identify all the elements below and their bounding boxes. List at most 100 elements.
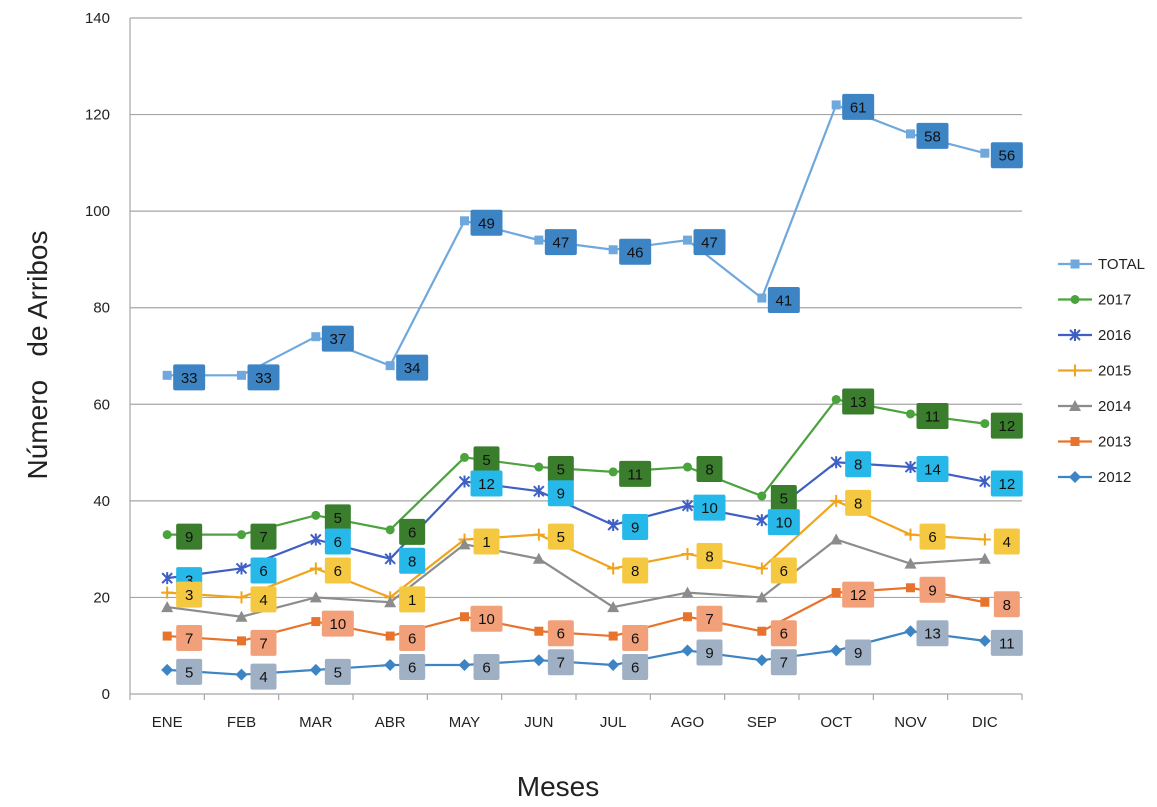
data-point	[161, 586, 174, 599]
data-label: 6	[324, 528, 351, 555]
data-label-box	[547, 649, 574, 676]
data-label-box	[547, 523, 574, 550]
data-label-box	[473, 528, 500, 555]
data-point	[458, 659, 471, 672]
legend-label: TOTAL	[1098, 256, 1145, 273]
data-label-text: 6	[780, 563, 788, 580]
y-tick-label: 40	[93, 493, 110, 510]
data-label: 33	[173, 364, 206, 391]
y-tick-label: 60	[93, 396, 110, 413]
data-label: 7	[176, 625, 203, 652]
data-label-box	[990, 629, 1023, 656]
data-label: 6	[324, 557, 351, 584]
data-label: 7	[770, 649, 797, 676]
data-point	[681, 644, 694, 657]
data-point	[980, 148, 990, 158]
data-label-text: 10	[701, 500, 718, 517]
data-label-box	[770, 485, 797, 512]
data-label-box	[842, 93, 875, 120]
y-tick-label: 140	[85, 10, 110, 27]
data-label: 8	[696, 456, 723, 483]
y-axis-title: Número de Arribos	[22, 231, 53, 480]
data-label-text: 33	[181, 370, 198, 387]
legend-marker	[1069, 329, 1081, 341]
data-label-box	[845, 451, 872, 478]
data-label: 6	[250, 557, 277, 584]
x-tick-label: NOV	[894, 714, 927, 731]
data-label-box	[324, 658, 351, 685]
data-point	[460, 612, 469, 622]
data-label-text: 33	[255, 370, 272, 387]
data-label-box	[993, 528, 1020, 555]
data-label: 12	[990, 412, 1023, 439]
data-label-box	[990, 142, 1023, 169]
legend-marker	[1070, 437, 1080, 446]
data-point	[534, 626, 544, 636]
data-label-text: 6	[928, 529, 936, 546]
data-label-box	[693, 229, 726, 256]
data-label-text: 47	[552, 235, 569, 252]
legend-label: 2017	[1098, 292, 1131, 309]
data-label-box	[473, 654, 500, 681]
data-label: 41	[767, 287, 800, 314]
legend-label: 2016	[1098, 327, 1131, 344]
data-label-text: 7	[705, 611, 713, 628]
legend-marker	[1069, 471, 1081, 483]
data-label: 7	[250, 523, 277, 550]
data-point	[830, 644, 843, 657]
data-label: 12	[842, 581, 875, 608]
axes: 0 20 40 60 80 100 120 140 ENE FEB MAR ABR MAY JUN JUL A…	[85, 10, 1023, 731]
data-label-text: 7	[259, 635, 267, 652]
data-label-box	[470, 470, 503, 497]
data-label-box	[919, 576, 946, 603]
data-point	[385, 631, 395, 641]
y-tick-label: 120	[85, 107, 110, 124]
data-label-box	[250, 663, 277, 690]
data-point	[235, 562, 248, 575]
data-label-box	[399, 654, 426, 681]
data-label-text: 6	[259, 563, 267, 580]
data-label-box	[693, 494, 726, 521]
data-label: 9	[919, 576, 946, 603]
data-point	[904, 461, 917, 474]
data-point	[458, 538, 471, 550]
data-label-text: 6	[631, 631, 639, 648]
legend-marker	[1069, 364, 1081, 377]
data-label-text: 5	[557, 462, 565, 479]
data-label-box	[473, 446, 500, 473]
data-label-box	[470, 209, 503, 236]
data-label: 47	[544, 229, 577, 256]
data-label-box	[990, 470, 1023, 497]
data-label: 9	[696, 639, 723, 666]
data-label-text: 7	[259, 529, 267, 546]
data-label: 6	[622, 654, 649, 681]
data-point	[534, 462, 544, 472]
data-label-box	[399, 547, 426, 574]
data-label-text: 4	[259, 592, 267, 609]
data-label-text: 49	[478, 215, 495, 232]
data-label-box	[399, 518, 426, 545]
x-tick-label: ENE	[152, 714, 183, 731]
data-label: 6	[770, 557, 797, 584]
data-label-box	[622, 557, 649, 584]
data-label: 5	[547, 523, 574, 550]
data-label: 8	[622, 557, 649, 584]
x-tick-label: MAY	[449, 714, 480, 731]
legend-item: 2012	[1058, 469, 1131, 486]
data-label-box	[547, 480, 574, 507]
legend-item: 2017	[1058, 292, 1131, 309]
data-label-box	[396, 354, 429, 381]
data-point	[681, 586, 694, 598]
data-label: 58	[916, 122, 949, 149]
data-point	[978, 533, 991, 546]
data-label-text: 9	[854, 645, 862, 662]
data-point	[385, 525, 395, 535]
data-label-text: 6	[408, 660, 416, 677]
data-label-box	[547, 620, 574, 647]
data-point	[681, 547, 694, 560]
data-label: 6	[622, 625, 649, 652]
data-label: 6	[919, 523, 946, 550]
y-tick-label: 80	[93, 300, 110, 317]
data-point	[311, 617, 321, 627]
data-point	[906, 129, 915, 139]
